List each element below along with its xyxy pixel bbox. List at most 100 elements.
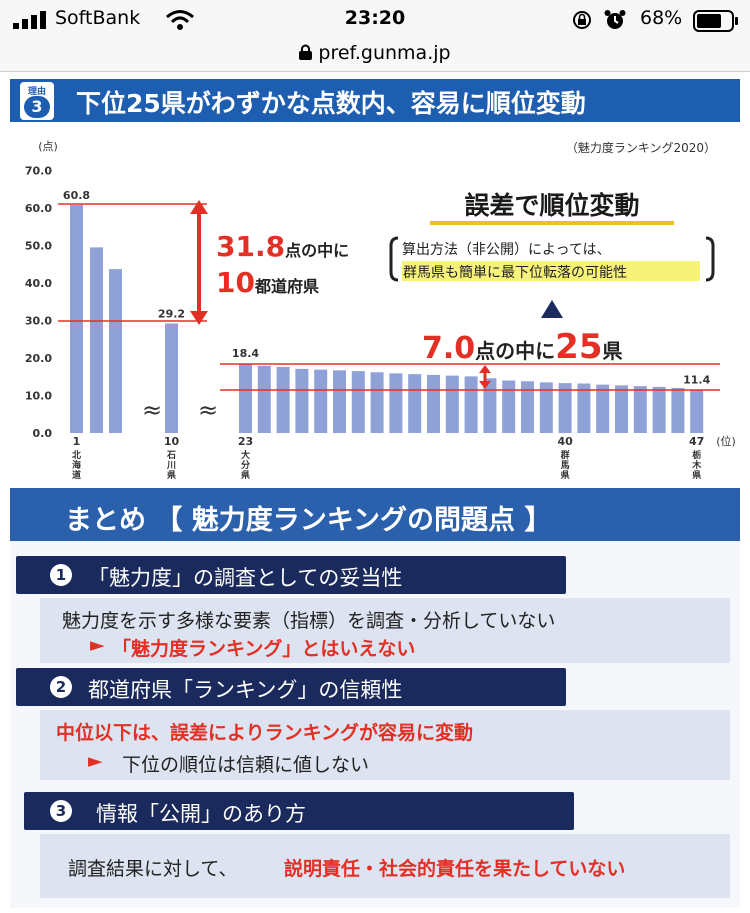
bracket-left bbox=[389, 236, 399, 282]
bar bbox=[671, 388, 685, 433]
annotation-25-num: 25 bbox=[555, 327, 602, 367]
bar bbox=[239, 364, 252, 433]
slide1-title: 下位25県がわずかな点数内、容易に順位変動 bbox=[76, 89, 586, 118]
summary-item-1-line1: 魅力度を示す多様な要素（指標）を調査・分析していない bbox=[62, 610, 556, 632]
range-arrow-big-head-down bbox=[190, 311, 208, 325]
bar bbox=[521, 381, 534, 433]
y-tick-label: 60.0 bbox=[25, 202, 52, 215]
wifi-icon bbox=[166, 10, 194, 30]
rank-number-label: 40 bbox=[557, 435, 573, 448]
summary-item-1-body: 魅力度を示す多様な要素（指標）を調査・分析していない ► 「魅力度ランキング」と… bbox=[40, 598, 730, 663]
annotation-7-0-text: 点の中に bbox=[475, 339, 555, 363]
bar bbox=[389, 373, 403, 433]
url-display[interactable]: pref.gunma.jp bbox=[0, 42, 750, 64]
prefecture-label: 県 bbox=[241, 470, 250, 479]
summary-item-3-header: 3 情報「公開」のあり方 bbox=[24, 792, 574, 830]
badge-label: 理由 bbox=[27, 87, 46, 97]
annotation-10-num: 10 bbox=[216, 266, 255, 299]
slide2-title: まとめ 【 魅力度ランキングの問題点 】 bbox=[65, 505, 552, 536]
y-tick-label: 70.0 bbox=[25, 165, 52, 178]
reason-badge: 理由 3 bbox=[20, 82, 54, 120]
page-content: 理由 3 下位25県がわずかな点数内、容易に順位変動 0.0 10.0 20.0 30… bbox=[0, 72, 750, 913]
rank-number-label: 47 bbox=[689, 435, 704, 448]
triangle-up-icon bbox=[541, 300, 563, 318]
bar bbox=[596, 384, 610, 433]
summary-item-1-header: 1 「魅力度」の調査としての妥当性 bbox=[16, 556, 566, 594]
prefecture-label: 木 bbox=[691, 459, 702, 471]
bar bbox=[615, 385, 628, 433]
y-tick-label: 30.0 bbox=[25, 315, 52, 328]
bar bbox=[558, 383, 572, 433]
slide1-header: 理由 3 下位25県がわずかな点数内、容易に順位変動 bbox=[10, 79, 740, 122]
summary-item-2-line1: 中位以下は、誤差によりランキングが容易に変動 bbox=[56, 722, 474, 744]
y-unit-label: (点) bbox=[38, 140, 58, 153]
slide-summary: まとめ 【 魅力度ランキングの問題点 】 1 「魅力度」の調査としての妥当性 魅… bbox=[10, 488, 740, 908]
ranking-bar-chart: 0.0 10.0 20.0 30.0 40.0 50.0 60.0 70.0 60.8 29.2… bbox=[25, 140, 736, 479]
rank-number-label: 1 bbox=[73, 435, 81, 448]
bar bbox=[370, 372, 384, 433]
box-line-1: 算出方法（非公開）によっては、 bbox=[402, 242, 611, 258]
prefecture-label: 大 bbox=[241, 449, 250, 461]
prefecture-label: 栃 bbox=[692, 449, 701, 461]
url-text: pref.gunma.jp bbox=[318, 42, 451, 64]
summary-item-1-number: 1 bbox=[50, 564, 72, 586]
bar bbox=[257, 365, 271, 433]
summary-item-3-body: 調査結果に対して、 説明責任・社会的責任を果たしていない bbox=[40, 834, 730, 898]
rank-unit-label: (位) bbox=[716, 434, 736, 448]
data-label: 60.8 bbox=[63, 189, 90, 202]
carrier-name: SoftBank bbox=[55, 7, 141, 29]
summary-item-3-title: 情報「公開」のあり方 bbox=[96, 802, 306, 826]
clock: 23:20 bbox=[344, 7, 406, 29]
summary-item-2-line2: 下位の順位は信頼に値しない bbox=[122, 754, 370, 776]
prefecture-label: 馬 bbox=[560, 460, 570, 471]
signal-icon bbox=[13, 11, 46, 29]
summary-item-2-arrow: ► bbox=[88, 750, 103, 772]
bar bbox=[652, 386, 666, 433]
prefecture-label: 分 bbox=[241, 459, 250, 471]
y-tick-label: 10.0 bbox=[25, 390, 52, 403]
bar bbox=[276, 367, 290, 433]
address-bar[interactable]: pref.gunma.jp bbox=[0, 40, 750, 72]
prefecture-label: 道 bbox=[72, 469, 81, 479]
summary-item-1-title: 「魅力度」の調査としての妥当性 bbox=[88, 566, 403, 590]
error-title: 誤差で順位変動 bbox=[464, 191, 639, 220]
bar bbox=[408, 374, 422, 433]
data-label: 11.4 bbox=[683, 373, 710, 386]
summary-item-3-line1b: 説明責任・社会的責任を果たしていない bbox=[284, 858, 626, 880]
bar bbox=[577, 383, 591, 433]
annotation-10-prefs: 10都道府県 bbox=[216, 266, 319, 299]
data-label: 18.4 bbox=[232, 347, 259, 360]
box-line-2-highlight bbox=[402, 261, 700, 281]
bar bbox=[539, 382, 553, 433]
summary-item-1-line2: 「魅力度ランキング」とはいえない bbox=[112, 638, 416, 660]
data-label: 29.2 bbox=[158, 308, 185, 321]
bar bbox=[690, 390, 704, 433]
annotation-7-0-num: 7.0 bbox=[422, 331, 475, 366]
bar bbox=[109, 269, 122, 433]
y-tick-label: 0.0 bbox=[33, 427, 53, 440]
bar bbox=[445, 375, 459, 433]
annotation-31-8-num: 31.8 bbox=[216, 230, 285, 263]
summary-item-3-number: 3 bbox=[50, 800, 72, 822]
summary-item-2-header: 2 都道府県「ランキング」の信頼性 bbox=[16, 668, 566, 706]
bar bbox=[314, 369, 328, 433]
prefecture-label: 県 bbox=[561, 470, 570, 479]
badge-number: 3 bbox=[24, 96, 50, 118]
bar bbox=[295, 368, 309, 433]
y-tick-label: 50.0 bbox=[25, 240, 52, 253]
bar bbox=[464, 376, 478, 433]
bar bbox=[633, 386, 647, 433]
prefecture-label: 石 bbox=[166, 450, 176, 461]
bar bbox=[427, 374, 440, 433]
prefecture-label: 県 bbox=[167, 470, 176, 479]
rank-number-label: 10 bbox=[164, 435, 180, 448]
prefecture-label: 海 bbox=[72, 459, 81, 471]
prefecture-label: 川 bbox=[166, 460, 176, 471]
range-arrow-small-head-up bbox=[479, 365, 491, 373]
range-arrow-small-head-down bbox=[479, 381, 491, 389]
prefecture-label: 群 bbox=[560, 449, 570, 461]
range-arrow-big-head-up bbox=[190, 200, 208, 214]
bar bbox=[502, 380, 516, 433]
bar bbox=[90, 247, 103, 433]
bar bbox=[483, 378, 497, 433]
